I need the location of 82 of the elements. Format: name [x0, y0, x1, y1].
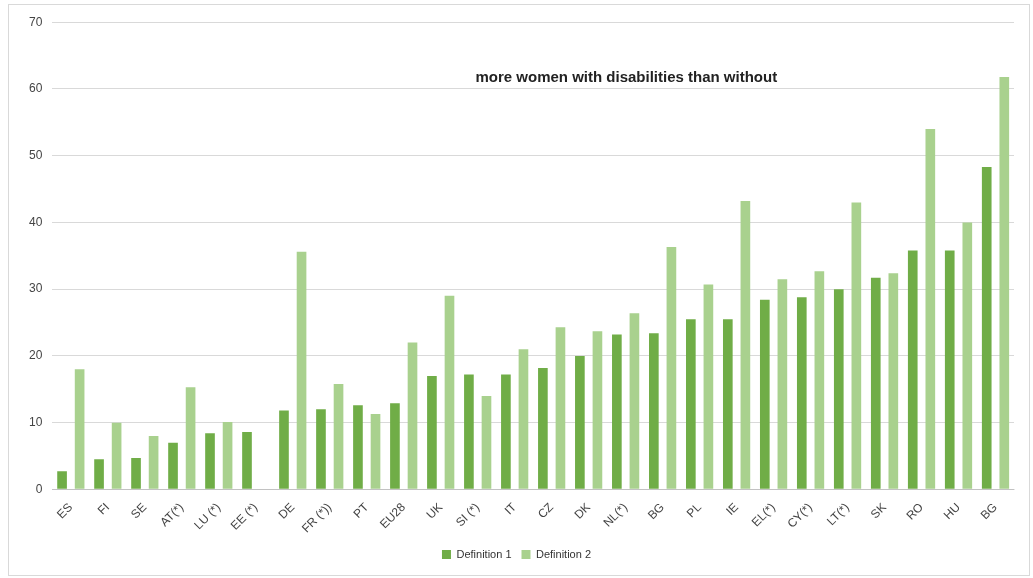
y-tick-label: 10: [28, 414, 43, 429]
bar: [907, 250, 918, 489]
bar: [666, 247, 677, 489]
bar: [999, 76, 1010, 489]
bar: [111, 422, 122, 489]
bar: [242, 431, 252, 489]
x-tick-label: UK: [423, 500, 446, 522]
bar: [168, 442, 178, 489]
legend-label: Definition 2: [536, 547, 592, 560]
x-tick-label: FI: [94, 500, 113, 518]
bar: [185, 387, 196, 489]
bar: [538, 367, 548, 489]
bar: [222, 421, 233, 489]
x-tick-label: BG: [644, 500, 668, 523]
y-tick-label: 30: [28, 281, 43, 296]
bar: [686, 319, 696, 489]
x-tick-label: BG: [977, 500, 1000, 523]
bar: [481, 395, 492, 489]
bar: [407, 342, 418, 489]
bar: [353, 405, 363, 489]
bar: [612, 334, 622, 489]
bar: [870, 277, 881, 489]
bar: [501, 374, 511, 489]
bar: [131, 458, 141, 489]
x-tick-label: FR (*)): [298, 500, 335, 536]
x-tick-label: DE: [275, 500, 298, 522]
x-tick-label: SI (*): [452, 500, 483, 530]
bar: [296, 251, 307, 489]
bar: [94, 459, 104, 489]
x-tick-label: PT: [350, 499, 372, 521]
x-tick-label: ES: [54, 500, 76, 522]
bar: [575, 355, 585, 489]
bar: [796, 297, 807, 489]
bar: [592, 331, 603, 489]
y-tick-label: 50: [28, 147, 43, 162]
x-tick-label: DK: [571, 500, 594, 522]
x-tick-label: RO: [903, 500, 926, 523]
bar: [962, 222, 973, 489]
bar: [148, 435, 159, 489]
bar: [555, 327, 566, 489]
x-tick-label: PL: [683, 499, 705, 521]
bar: [205, 433, 215, 489]
y-tick-label: 0: [35, 481, 43, 496]
y-tick-label: 40: [28, 214, 43, 229]
bar: [74, 369, 85, 489]
x-tick-label: IT: [501, 499, 520, 518]
y-tick-label: 60: [28, 81, 43, 96]
bar: [464, 374, 474, 489]
x-tick-label: EE (*): [227, 500, 261, 533]
x-tick-label: CZ: [534, 500, 557, 522]
y-tick-label: 20: [28, 348, 43, 363]
legend-label: Definition 1: [456, 547, 512, 560]
bar: [888, 273, 899, 489]
bar: [925, 128, 936, 489]
bar: [370, 413, 381, 489]
annotation: more women with disabilities than without: [475, 68, 778, 86]
x-tick-label: SK: [867, 500, 890, 522]
bar: [427, 375, 437, 489]
bar: [444, 295, 455, 489]
bar: [57, 471, 67, 489]
bar: [333, 383, 344, 489]
bar: [722, 319, 733, 489]
bar: [629, 313, 640, 489]
bar: [759, 299, 770, 489]
bar: [316, 409, 326, 489]
x-tick-label: LU (*): [191, 500, 224, 533]
bar: [833, 289, 844, 489]
bar: [740, 201, 751, 489]
bar: [518, 349, 529, 489]
bar: [851, 202, 862, 489]
bar: [981, 167, 992, 489]
bar: [279, 410, 289, 489]
bar: [649, 333, 659, 489]
x-tick-label: HU: [940, 500, 963, 523]
y-tick-label: 70: [28, 14, 43, 29]
bar: [944, 250, 955, 489]
bar: [814, 271, 825, 489]
bar: [777, 279, 788, 489]
bar: [703, 284, 714, 489]
x-tick-label: SE: [128, 500, 150, 522]
x-tick-label: IE: [723, 500, 742, 518]
bar: [390, 403, 400, 489]
